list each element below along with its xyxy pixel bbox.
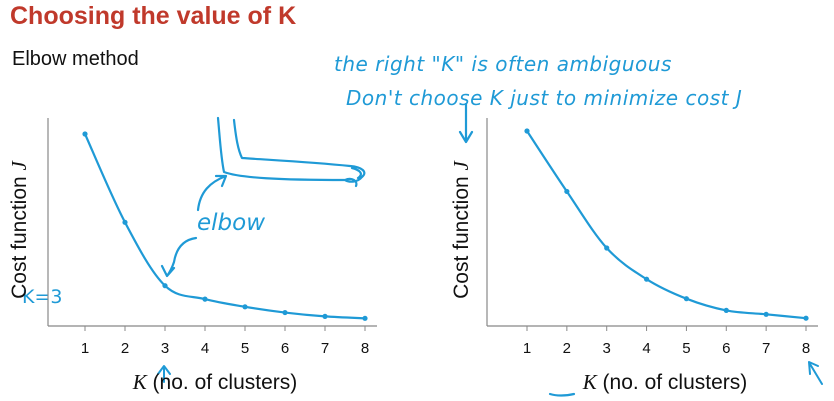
left-data-point — [322, 313, 328, 319]
subtitle: Elbow method — [12, 48, 139, 70]
k3-up-arrow — [157, 365, 171, 383]
left-data-point — [202, 296, 208, 302]
annotation-k-equals-3: K=3 — [22, 286, 63, 308]
right-x-axis-label: K (no. of clusters) — [582, 370, 748, 394]
right-data-point — [564, 188, 570, 195]
annotation-minimize-cost: Don't choose K just to minimize cost J — [346, 86, 743, 110]
right-data-point — [723, 307, 729, 313]
left-data-point — [242, 304, 248, 310]
left-x-tick-label: 1 — [81, 340, 89, 357]
cost-j-down-arrow — [458, 102, 474, 144]
left-x-tick-label: 3 — [161, 340, 169, 357]
annotation-ambiguous-k: the right "K" is often ambiguous — [334, 52, 672, 76]
elbow-point-arrow — [160, 236, 198, 278]
right-data-point — [643, 276, 650, 282]
elbow-sketch-arrow — [196, 174, 228, 212]
k-underline-mark — [548, 392, 576, 397]
right-data-point — [803, 315, 809, 321]
left-data-point — [122, 219, 128, 225]
left-data-point — [282, 309, 288, 316]
right-data-point — [683, 296, 690, 302]
left-x-tick-label: 6 — [281, 340, 289, 357]
right-data-point — [604, 245, 610, 251]
right-y-axis-label: Cost function J — [449, 159, 473, 298]
arm-sketch-drawing — [216, 116, 366, 188]
left-data-point — [162, 283, 168, 289]
right-cost-curve — [526, 130, 807, 320]
left-x-tick-label: 2 — [121, 340, 129, 357]
right-x-tick-label: 4 — [642, 340, 650, 357]
left-x-tick-label: 5 — [241, 340, 249, 357]
right-x-tick-label: 1 — [523, 340, 531, 357]
annotation-elbow: elbow — [197, 210, 266, 236]
right-x-tick-label: 5 — [682, 340, 690, 357]
left-x-tick-label: 4 — [201, 340, 209, 357]
left-x-tick-label: 8 — [361, 340, 369, 357]
right-x-tick-label: 3 — [603, 340, 611, 357]
slide-title: Choosing the value of K — [10, 2, 297, 30]
right-data-point — [524, 128, 530, 134]
right-data-point — [763, 311, 769, 317]
right-x-tick-label: 2 — [563, 340, 571, 357]
left-data-point — [362, 315, 368, 321]
left-data-point — [82, 131, 88, 137]
k8-arrow — [808, 361, 823, 385]
right-x-tick-label: 8 — [802, 340, 810, 357]
left-x-tick-label: 7 — [321, 340, 329, 357]
left-x-axis-label: K (no. of clusters) — [132, 370, 298, 394]
right-x-tick-label: 7 — [762, 340, 770, 357]
left-y-axis-label: Cost function J — [7, 159, 31, 298]
left-cost-curve — [83, 133, 366, 320]
right-x-tick-label: 6 — [722, 340, 730, 357]
